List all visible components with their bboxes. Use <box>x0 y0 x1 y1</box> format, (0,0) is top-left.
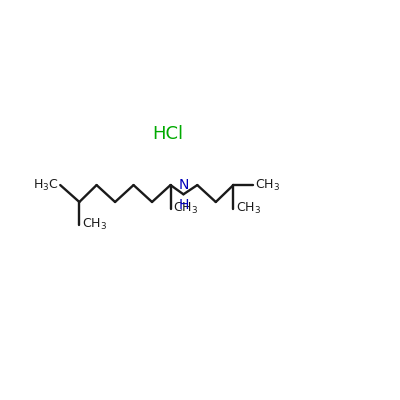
Text: H$_3$C: H$_3$C <box>33 178 59 193</box>
Text: CH$_3$: CH$_3$ <box>173 201 198 216</box>
Text: HCl: HCl <box>152 125 184 143</box>
Text: N: N <box>178 178 189 192</box>
Text: CH$_3$: CH$_3$ <box>255 178 280 193</box>
Text: H: H <box>178 198 189 212</box>
Text: CH$_3$: CH$_3$ <box>82 217 107 232</box>
Text: CH$_3$: CH$_3$ <box>236 201 261 216</box>
